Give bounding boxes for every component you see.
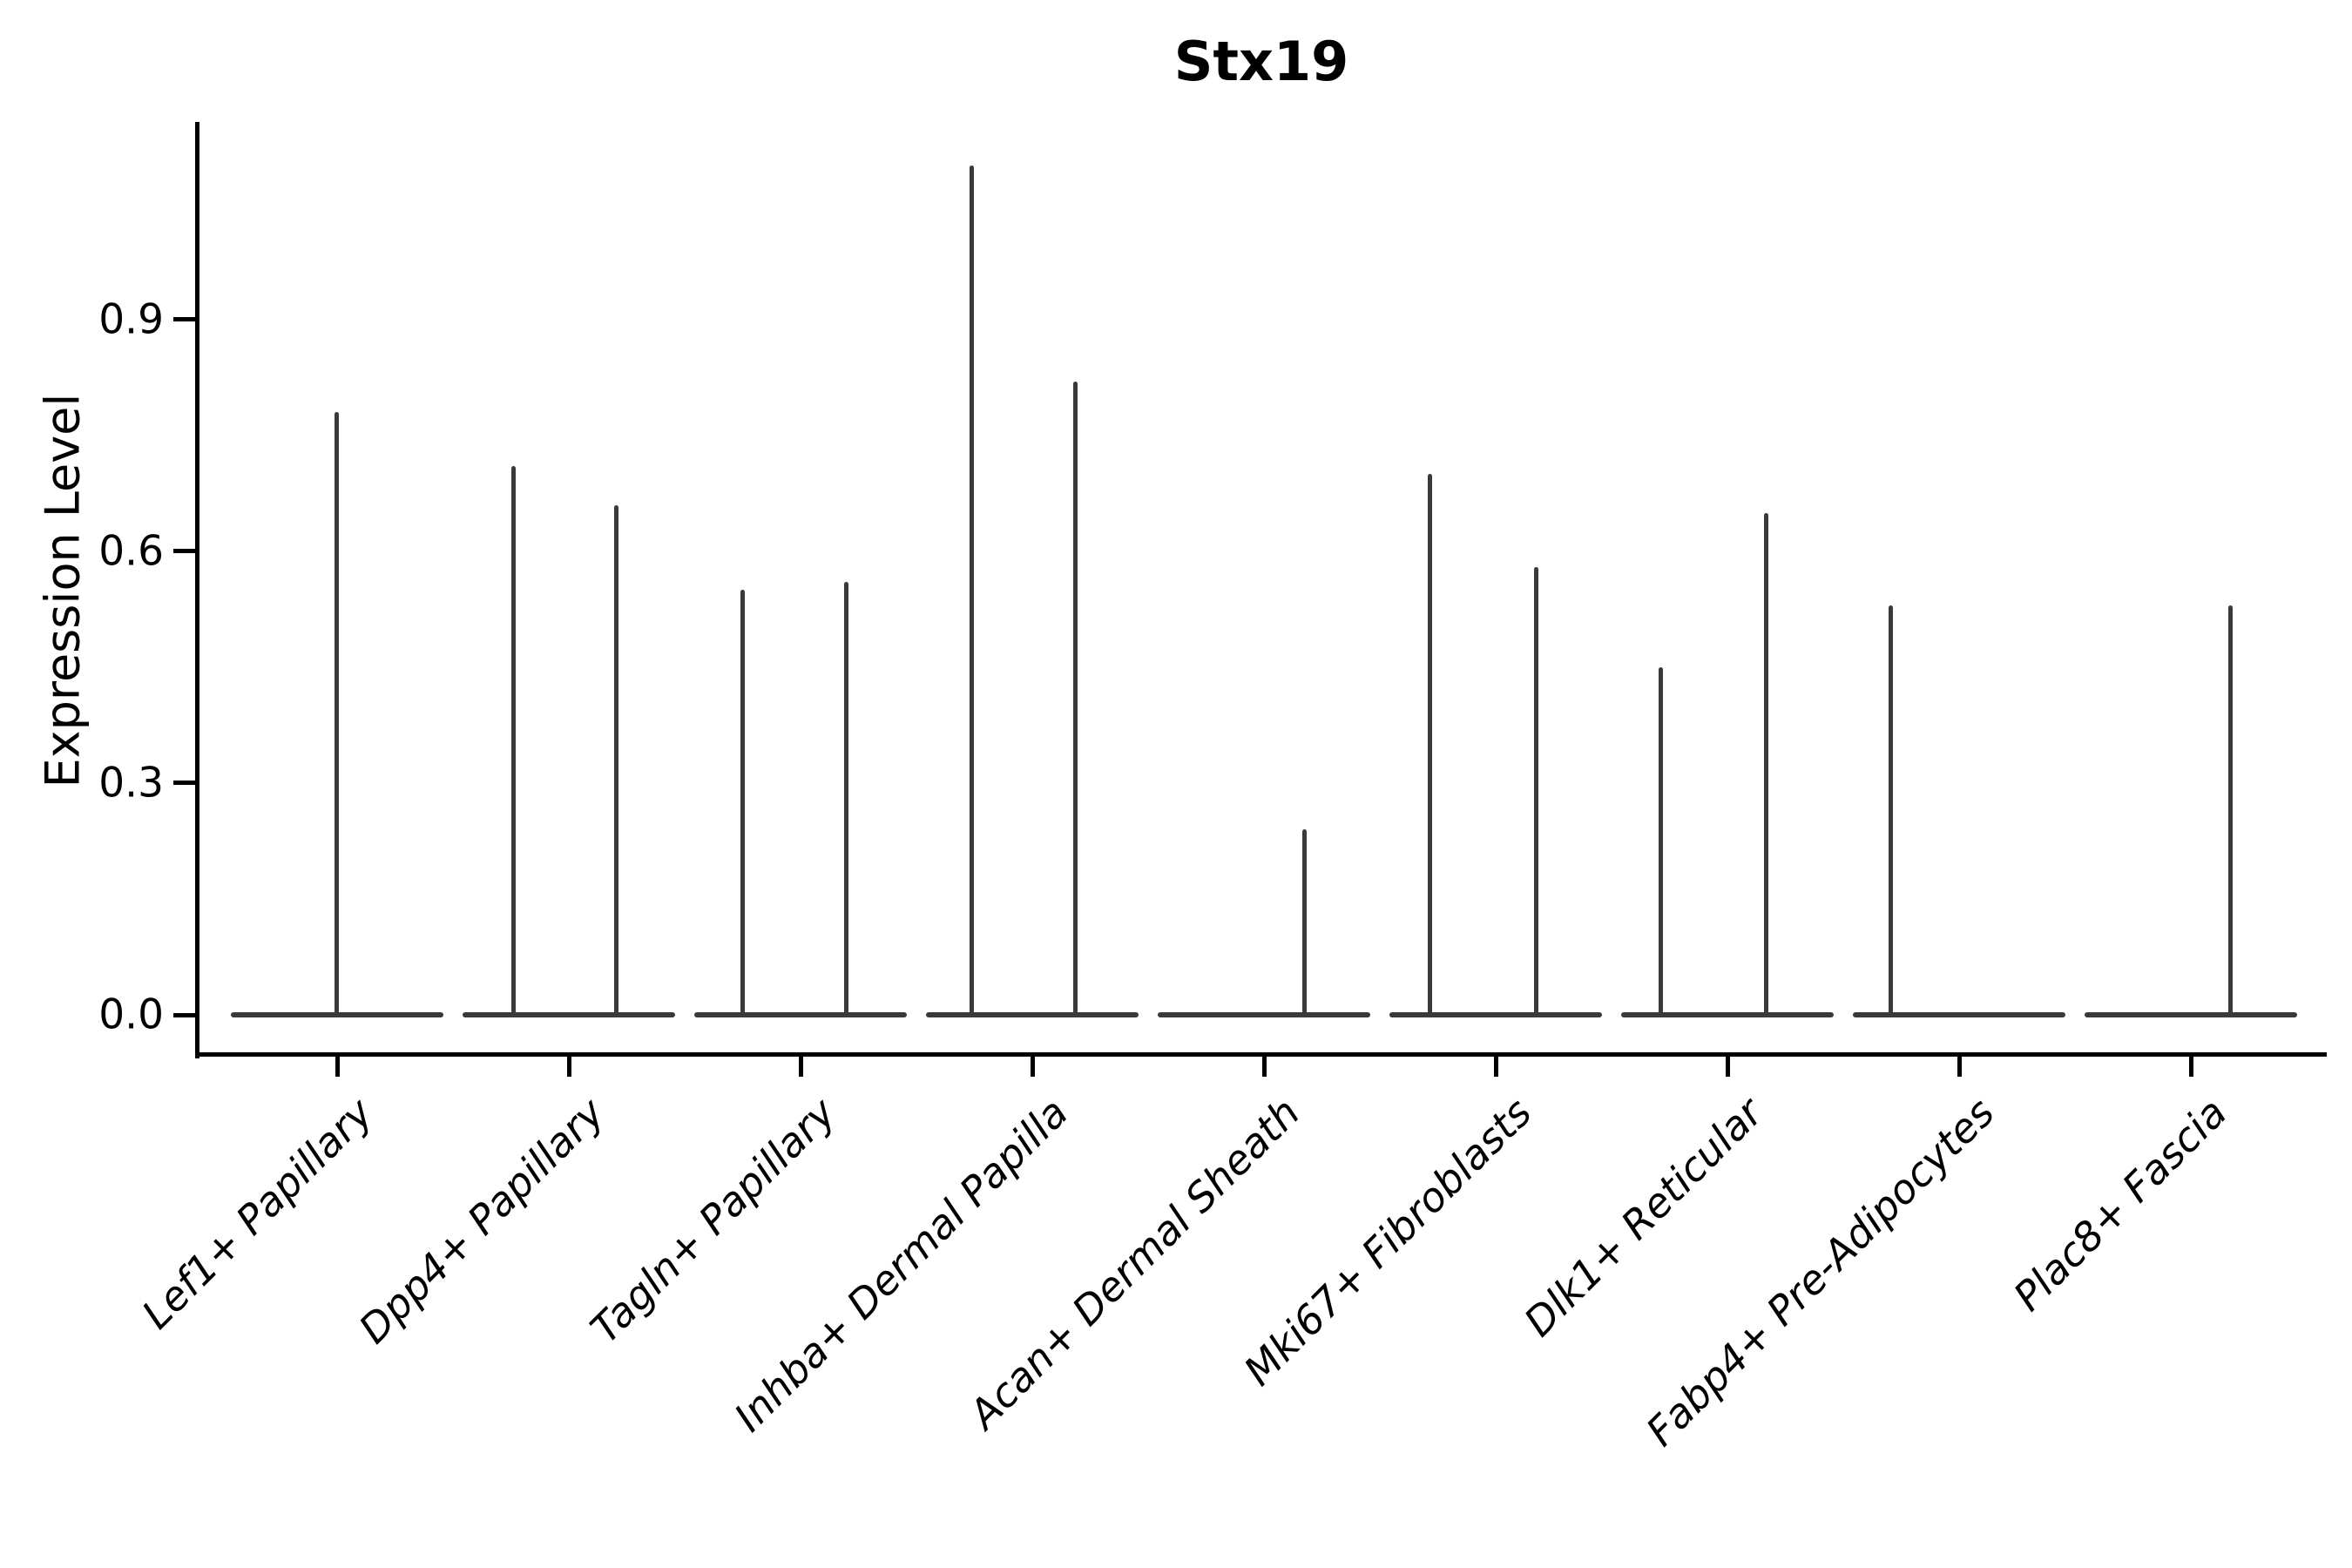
- violin-body: [1853, 1012, 2065, 1017]
- violin-spike: [740, 590, 745, 1017]
- x-tick-mark: [335, 1054, 340, 1077]
- violin-spike: [1427, 474, 1432, 1017]
- violin-spike: [1763, 512, 1768, 1017]
- y-tick-label: 0.6: [98, 527, 164, 576]
- violin-body: [1158, 1012, 1370, 1017]
- violin-spike: [334, 412, 339, 1017]
- x-tick-label: Dpp4+ Papillary: [349, 1088, 614, 1353]
- x-tick-mark: [566, 1054, 571, 1077]
- x-tick-label: Plac8+ Fascia: [2004, 1088, 2236, 1321]
- violin-spike: [969, 165, 974, 1017]
- violin-spike: [843, 582, 848, 1017]
- y-tick-label: 0.0: [98, 990, 164, 1039]
- violin-spike: [510, 466, 516, 1017]
- x-tick-mark: [1261, 1054, 1267, 1077]
- x-tick-label: Dlk1+ Reticular: [1515, 1088, 1773, 1346]
- y-tick-mark: [173, 781, 196, 786]
- y-tick-mark: [173, 1012, 196, 1017]
- violin-spike: [1888, 605, 1893, 1017]
- violin-spike: [613, 504, 618, 1017]
- violin-body: [694, 1012, 907, 1017]
- x-tick-mark: [2188, 1054, 2193, 1077]
- x-axis-spine: [195, 1052, 2327, 1057]
- violin-spike: [2227, 605, 2233, 1017]
- y-tick-mark: [173, 549, 196, 554]
- violin-spike: [1072, 381, 1078, 1017]
- violin-body: [1621, 1012, 1834, 1017]
- x-tick-mark: [798, 1054, 803, 1077]
- violin-spike: [1658, 666, 1663, 1017]
- x-tick-mark: [1030, 1054, 1035, 1077]
- y-tick-mark: [173, 317, 196, 322]
- y-tick-label: 0.9: [98, 295, 164, 344]
- x-tick-label: Lef1+ Papillary: [132, 1088, 382, 1338]
- violin-body: [2085, 1012, 2297, 1017]
- violin-body: [463, 1012, 675, 1017]
- x-tick-label: Tagln+ Papillary: [581, 1088, 846, 1353]
- violin-body: [1389, 1012, 1602, 1017]
- violin-spike: [1301, 829, 1307, 1017]
- violin-spike: [1533, 566, 1538, 1017]
- chart-title: Stx19: [1173, 30, 1349, 93]
- y-axis-spine: [195, 122, 199, 1058]
- x-tick-mark: [1725, 1054, 1730, 1077]
- x-tick-mark: [1957, 1054, 1962, 1077]
- y-axis-label: Expression Level: [35, 393, 91, 788]
- x-tick-mark: [1493, 1054, 1498, 1077]
- y-tick-label: 0.3: [98, 759, 164, 808]
- violin-body: [926, 1012, 1139, 1017]
